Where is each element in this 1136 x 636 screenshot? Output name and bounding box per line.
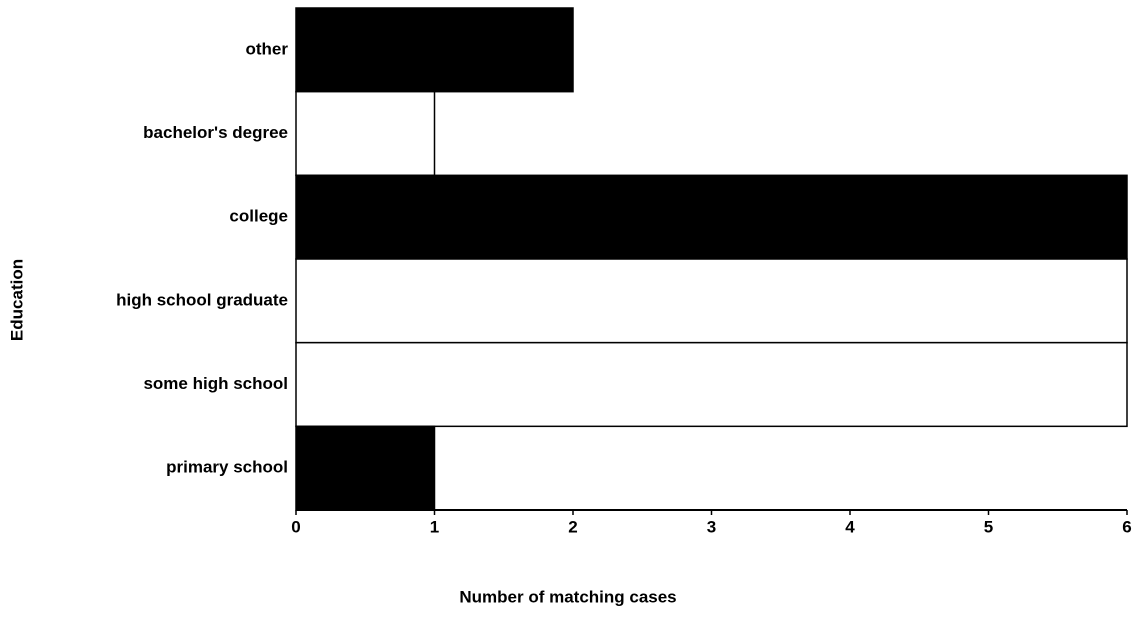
- bar: [295, 174, 1128, 260]
- bar: [295, 341, 1128, 428]
- y-tick-label: other: [246, 39, 289, 58]
- y-tick-label: bachelor's degree: [143, 123, 288, 142]
- y-tick-label: college: [229, 207, 288, 226]
- bar: [295, 258, 1128, 344]
- y-tick-label: high school graduate: [116, 290, 288, 309]
- y-tick-label: some high school: [143, 374, 288, 393]
- x-tick-label: 1: [430, 517, 439, 536]
- y-tick-label: primary school: [166, 458, 288, 477]
- bar: [295, 7, 574, 93]
- bar: [295, 90, 436, 177]
- x-tick-label: 5: [984, 517, 993, 536]
- x-axis-label: Number of matching cases: [459, 587, 676, 606]
- y-axis-label: Education: [7, 259, 26, 341]
- bar: [295, 425, 436, 511]
- x-tick-label: 2: [568, 517, 577, 536]
- x-tick-label: 6: [1122, 517, 1131, 536]
- x-tick-label: 0: [291, 517, 300, 536]
- x-tick-label: 4: [845, 517, 855, 536]
- x-tick-label: 3: [707, 517, 716, 536]
